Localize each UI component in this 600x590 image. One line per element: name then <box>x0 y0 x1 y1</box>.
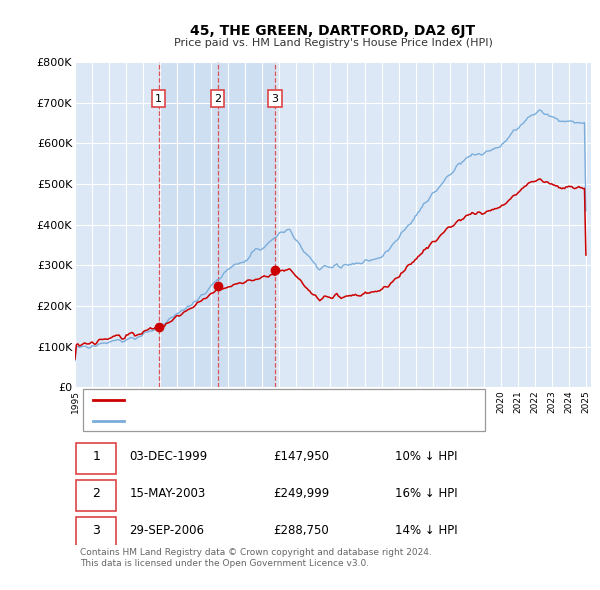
Text: 14% ↓ HPI: 14% ↓ HPI <box>395 524 458 537</box>
Text: 15-MAY-2003: 15-MAY-2003 <box>129 487 205 500</box>
Text: HPI: Average price, detached house, Dartford: HPI: Average price, detached house, Dart… <box>132 417 368 426</box>
Text: 1: 1 <box>155 94 162 104</box>
Text: 16% ↓ HPI: 16% ↓ HPI <box>395 487 458 500</box>
Text: £147,950: £147,950 <box>274 450 329 463</box>
Text: 3: 3 <box>272 94 278 104</box>
FancyBboxPatch shape <box>76 480 116 512</box>
Text: 2: 2 <box>92 487 100 500</box>
Text: 45, THE GREEN, DARTFORD, DA2 6JT (detached house): 45, THE GREEN, DARTFORD, DA2 6JT (detach… <box>132 395 417 405</box>
Text: 1: 1 <box>92 450 100 463</box>
Text: 3: 3 <box>92 524 100 537</box>
FancyBboxPatch shape <box>83 389 485 431</box>
FancyBboxPatch shape <box>76 517 116 549</box>
Text: Contains HM Land Registry data © Crown copyright and database right 2024.
This d: Contains HM Land Registry data © Crown c… <box>80 548 432 568</box>
FancyBboxPatch shape <box>76 442 116 474</box>
Text: Price paid vs. HM Land Registry's House Price Index (HPI): Price paid vs. HM Land Registry's House … <box>173 38 493 48</box>
Text: 45, THE GREEN, DARTFORD, DA2 6JT: 45, THE GREEN, DARTFORD, DA2 6JT <box>190 24 476 38</box>
Text: £288,750: £288,750 <box>274 524 329 537</box>
Text: 2: 2 <box>214 94 221 104</box>
Text: 03-DEC-1999: 03-DEC-1999 <box>129 450 208 463</box>
Bar <box>159 62 275 388</box>
Text: 29-SEP-2006: 29-SEP-2006 <box>129 524 204 537</box>
Text: £249,999: £249,999 <box>274 487 330 500</box>
Text: 10% ↓ HPI: 10% ↓ HPI <box>395 450 457 463</box>
